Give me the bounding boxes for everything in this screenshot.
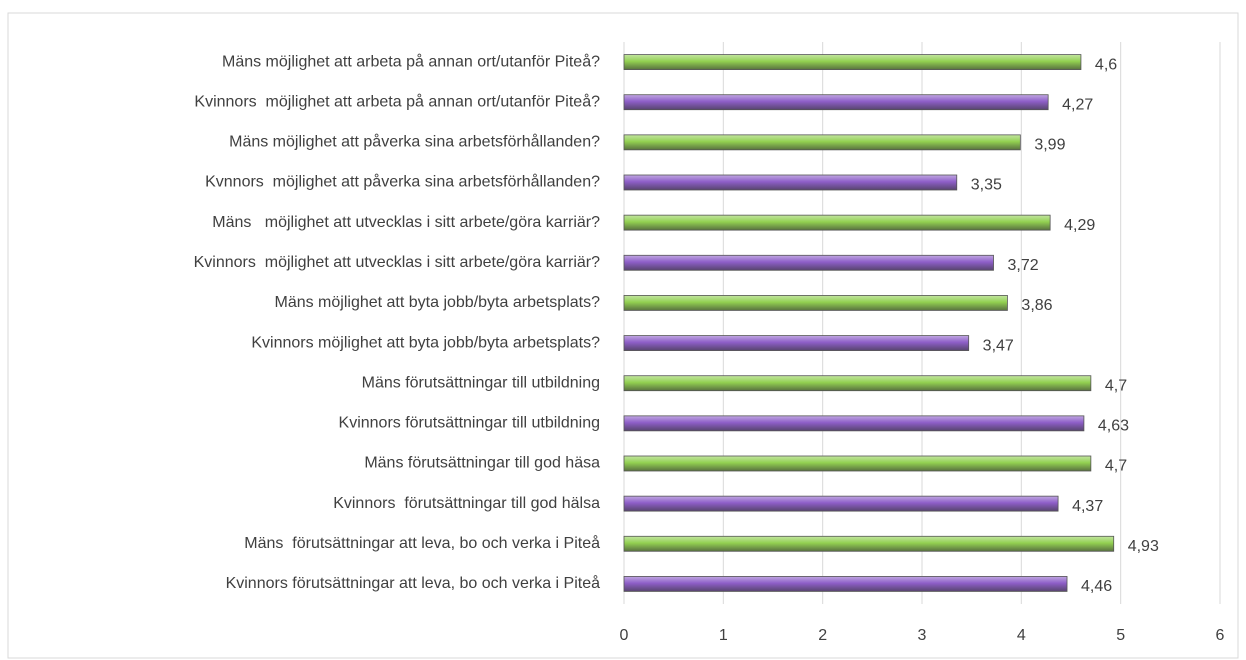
bar (623, 134, 1021, 151)
bar (623, 415, 1085, 432)
value-label: 3,35 (971, 177, 1002, 194)
bar (623, 495, 1059, 512)
x-tick-label: 2 (818, 627, 827, 644)
y-tick-label: Mäns möjlighet att utvecklas i sitt arbe… (212, 214, 600, 231)
y-tick-label: Kvinnors förutsättningar att leva, bo oc… (226, 574, 601, 592)
value-label: 4,7 (1105, 458, 1127, 475)
bar (623, 576, 1068, 592)
bar (623, 295, 1008, 311)
x-tick-label: 3 (918, 627, 927, 644)
y-tick-label: Kvinnors möjlighet att byta jobb/byta ar… (251, 334, 600, 351)
value-label: 4,29 (1064, 217, 1095, 234)
bar (623, 455, 1092, 472)
y-tick-label: Mäns förutsättningar att leva, bo och ve… (244, 534, 600, 552)
x-tick-label: 0 (620, 627, 629, 644)
value-label: 4,46 (1081, 578, 1112, 595)
x-tick-label: 5 (1116, 627, 1125, 644)
value-label: 4,6 (1095, 56, 1117, 73)
y-tick-label: Mäns förutsättningar till god häsa (364, 455, 600, 472)
y-tick-label: Kvinnors förutsättningar till god hälsa (333, 495, 600, 512)
value-label: 4,93 (1128, 538, 1159, 555)
x-tick-label: 6 (1216, 627, 1225, 644)
bar (623, 54, 1082, 70)
y-tick-label: Kvnnors möjlighet att påverka sina arbet… (205, 173, 600, 191)
bar (623, 335, 970, 351)
bar (623, 375, 1092, 392)
value-label: 4,37 (1072, 498, 1103, 515)
bar (623, 214, 1051, 231)
value-label: 4,7 (1105, 377, 1127, 394)
bar (623, 174, 958, 191)
bar (623, 94, 1049, 111)
value-label: 4,63 (1098, 418, 1129, 435)
bar (623, 535, 1115, 552)
chart-border (7, 12, 1239, 659)
y-tick-label: Kvinnors förutsättningar till utbildning (339, 415, 600, 432)
y-tick-label: Mäns möjlighet att påverka sina arbetsfö… (229, 133, 600, 151)
y-tick-label: Mäns möjlighet att arbeta på annan ort/u… (222, 52, 600, 70)
value-label: 3,99 (1034, 137, 1065, 154)
y-tick-label: Kvinnors möjlighet att arbeta på annan o… (194, 92, 600, 110)
value-label: 3,47 (983, 337, 1014, 354)
x-tick-label: 1 (719, 627, 728, 644)
y-tick-label: Mäns möjlighet att byta jobb/byta arbets… (274, 294, 600, 311)
y-tick-label: Mäns förutsättningar till utbildning (362, 374, 600, 391)
bar (623, 254, 994, 271)
value-label: 3,72 (1008, 257, 1039, 274)
y-tick-label: Kvinnors möjlighet att utvecklas i sitt … (194, 254, 601, 271)
value-label: 3,86 (1021, 297, 1052, 314)
x-tick-label: 4 (1017, 627, 1026, 644)
value-label: 4,27 (1062, 96, 1093, 113)
